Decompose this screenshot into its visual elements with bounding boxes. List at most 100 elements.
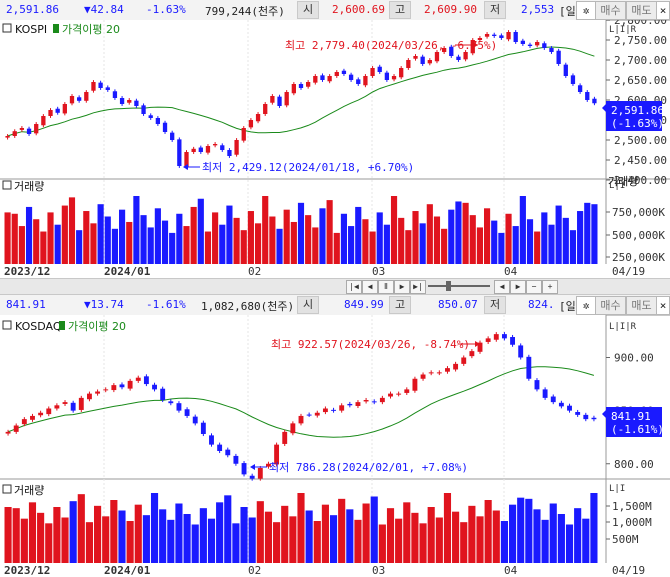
zoom-right-button[interactable]: ▶: [510, 280, 526, 294]
volume-bar: [435, 517, 443, 563]
ma-legend-icon: [59, 321, 65, 330]
buy-button[interactable]: 매수: [595, 296, 626, 315]
lin-tag-volume[interactable]: L|I: [609, 484, 625, 494]
kospi-volume-title: 거래량: [608, 175, 638, 188]
volume-bar: [305, 215, 312, 278]
candle-body: [191, 148, 196, 152]
chart-toggle-icon[interactable]: [2, 320, 12, 330]
scroll-next-button[interactable]: ▶: [394, 280, 410, 294]
candle-body: [249, 475, 255, 479]
volume-bar: [405, 230, 412, 278]
gear-icon[interactable]: ✲: [576, 1, 596, 20]
zoom-slider-handle[interactable]: [446, 281, 451, 291]
candle-body: [314, 412, 320, 416]
volume-bar: [111, 228, 119, 278]
candle-body: [70, 402, 76, 411]
candle-body: [570, 75, 576, 84]
scroll-prev-button[interactable]: ◀: [362, 280, 378, 294]
volume-bar: [541, 212, 548, 278]
zoom-slider[interactable]: [428, 285, 490, 287]
candle-body: [225, 449, 231, 456]
volume-bar: [61, 205, 68, 278]
candle-body: [55, 108, 60, 113]
lin-tag[interactable]: L|I|R: [609, 322, 637, 332]
candle-body: [513, 32, 518, 42]
chart-scrollbar[interactable]: |◀ ◀ Ⅱ ▶ ▶| ◀ ▶ − +: [0, 278, 670, 295]
x-label-feb: 02: [248, 265, 261, 278]
volume-bar: [433, 216, 441, 278]
candle-body: [192, 416, 198, 424]
volume-bar: [329, 515, 338, 563]
volume-bar: [562, 217, 569, 278]
candle-body: [160, 388, 166, 400]
volume-bar: [398, 217, 405, 278]
volume-bar: [549, 503, 557, 563]
buy-button[interactable]: 매수: [595, 1, 626, 20]
candle-body: [341, 70, 347, 74]
volume-toggle-icon[interactable]: [2, 484, 12, 494]
y-tick-label: 2,750.00: [614, 34, 667, 47]
volume-bar: [483, 208, 491, 278]
candle-body: [41, 116, 46, 126]
volume-bar: [386, 508, 395, 563]
volume-bar: [256, 501, 264, 563]
sell-button[interactable]: 매도: [626, 1, 657, 20]
zoom-in-button[interactable]: +: [542, 280, 558, 294]
volume-bar: [142, 515, 150, 563]
sell-button[interactable]: 매도: [626, 296, 657, 315]
candle-body: [148, 115, 153, 118]
volume-bar: [565, 524, 574, 563]
kosdaq-quote-bar: 841.91 ▼13.74 -1.61% 1,082,680(천주) 시 849…: [0, 295, 670, 316]
candle-body: [257, 468, 263, 479]
candle-body: [339, 405, 345, 411]
scroll-last-button[interactable]: ▶|: [410, 280, 426, 294]
volume-bar: [167, 519, 175, 563]
volume-bar: [312, 227, 319, 278]
volume-bar: [232, 523, 240, 563]
chart-toggle-icon[interactable]: [2, 23, 12, 33]
volume-bar: [248, 517, 256, 563]
volume-bar: [548, 224, 555, 278]
lin-tag[interactable]: L|I|R: [609, 25, 637, 35]
candle-body: [274, 444, 280, 465]
volume-bar: [269, 216, 276, 278]
kospi-last-price-box: [606, 101, 662, 131]
candle-body: [334, 72, 339, 76]
lin-tag-volume[interactable]: L|I: [609, 181, 625, 191]
close-icon[interactable]: ×: [656, 1, 670, 20]
volume-bar: [83, 211, 90, 278]
volume-bar: [140, 215, 147, 278]
volume-bar: [427, 507, 435, 563]
kospi-price: 2,591.86: [6, 3, 59, 16]
zoom-out-button[interactable]: −: [526, 280, 542, 294]
volume-bar: [362, 219, 369, 278]
candle-body: [412, 378, 418, 391]
pause-button[interactable]: Ⅱ: [378, 280, 394, 294]
high-label: 고: [389, 296, 412, 314]
candle-body: [577, 85, 583, 92]
candle-body: [209, 435, 214, 445]
gear-icon[interactable]: ✲: [576, 296, 596, 315]
candle-body: [298, 84, 304, 88]
candle-body: [563, 64, 568, 76]
kosdaq-price: 841.91: [6, 298, 46, 311]
kospi-last-price: 2,591.86: [611, 104, 664, 117]
scroll-first-button[interactable]: |◀: [346, 280, 362, 294]
x-label-right: 04/19: [612, 265, 645, 278]
volume-bar: [525, 498, 533, 563]
volume-bar: [297, 493, 305, 563]
candle-body: [436, 372, 442, 374]
close-icon[interactable]: ×: [656, 296, 670, 315]
candle-body: [298, 415, 304, 424]
candle-body: [134, 100, 139, 106]
kosdaq-volume-label: 거래량: [14, 484, 44, 497]
candle-body: [12, 131, 17, 136]
kospi-volume: 799,244(천주): [205, 5, 285, 18]
volume-bar: [204, 231, 212, 278]
volume-toggle-icon[interactable]: [2, 180, 12, 190]
kospi-quote-bar: 2,591.86 ▼42.84 -1.63% 799,244(천주) 시 2,6…: [0, 0, 670, 21]
volume-bar: [90, 223, 97, 278]
zoom-left-button[interactable]: ◀: [494, 280, 510, 294]
volume-bar: [403, 502, 411, 563]
volume-bar: [77, 494, 85, 563]
